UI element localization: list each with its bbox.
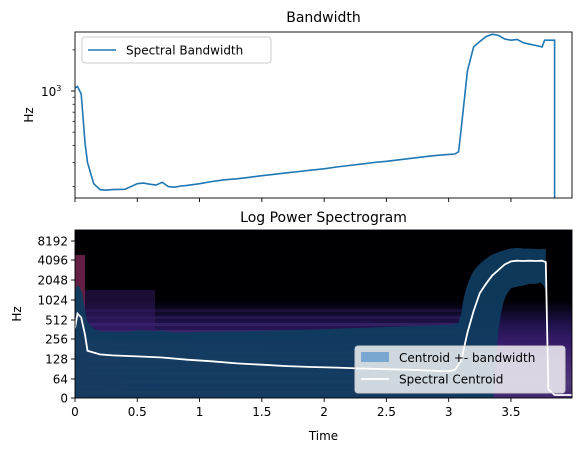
bottom-xtick-label: 1.5	[252, 405, 271, 419]
spectrogram-panel: Log Power Spectrogram 064128256512102420…	[10, 210, 573, 443]
bottom-ytick-label: 1024	[37, 294, 68, 308]
top-y-axis-label: Hz	[22, 107, 36, 122]
bottom-xtick-label: 0.5	[128, 405, 147, 419]
bottom-ytick-label: 64	[53, 373, 68, 387]
top-ytick-label: 103	[41, 84, 61, 99]
bottom-y-axis-label: Hz	[10, 306, 24, 321]
spectrogram-band	[75, 323, 463, 326]
legend-band-label: Centroid +- bandwidth	[399, 351, 535, 365]
bottom-xtick-label: 3	[445, 405, 453, 419]
spectral-bandwidth-line	[75, 33, 556, 198]
top-y-axis: 103	[41, 49, 75, 187]
spectrogram-title: Log Power Spectrogram	[240, 210, 407, 226]
top-axes-frame	[74, 31, 573, 199]
bottom-xtick-label: 0	[71, 405, 79, 419]
bottom-axes-frame	[74, 229, 573, 399]
bottom-ytick-label: 4096	[37, 254, 68, 268]
bottom-xtick-label: 2.5	[377, 405, 396, 419]
bottom-ytick-label: 512	[45, 314, 68, 328]
top-x-axis	[74, 198, 512, 202]
bottom-ytick-label: 0	[60, 392, 68, 406]
bottom-ytick-label: 128	[45, 353, 68, 367]
bottom-x-axis-label: Time	[308, 429, 338, 443]
legend-centroid-label: Spectral Centroid	[399, 373, 503, 387]
bottom-legend: Centroid +- bandwidth Spectral Centroid	[354, 345, 566, 394]
legend-band-swatch	[361, 352, 389, 362]
bottom-xtick-label: 3.5	[501, 405, 520, 419]
bottom-ytick-label: 2048	[37, 274, 68, 288]
bottom-xtick-label: 1	[196, 405, 204, 419]
spectrogram-band	[75, 316, 463, 319]
bottom-xtick-label: 2	[320, 405, 328, 419]
bottom-y-axis: 0 64 128 256 512 1024 2048 4096 8192	[37, 235, 75, 406]
bandwidth-title: Bandwidth	[286, 10, 361, 26]
spectrogram-band	[75, 309, 463, 312]
bottom-x-axis: 0 0.5 1 1.5 2 2.5 3 3.5	[71, 398, 521, 419]
legend-bandwidth-label: Spectral Bandwidth	[126, 44, 243, 58]
bandwidth-panel: Bandwidth 103 Hz Spectral Bandwidth	[22, 10, 573, 202]
bottom-ytick-label: 8192	[37, 235, 68, 249]
top-legend: Spectral Bandwidth	[81, 36, 272, 64]
bottom-ytick-label: 256	[45, 333, 68, 347]
